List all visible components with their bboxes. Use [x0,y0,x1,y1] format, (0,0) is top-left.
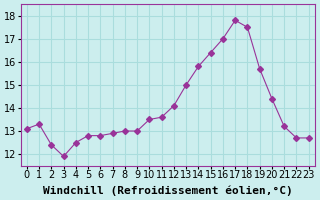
X-axis label: Windchill (Refroidissement éolien,°C): Windchill (Refroidissement éolien,°C) [43,185,292,196]
